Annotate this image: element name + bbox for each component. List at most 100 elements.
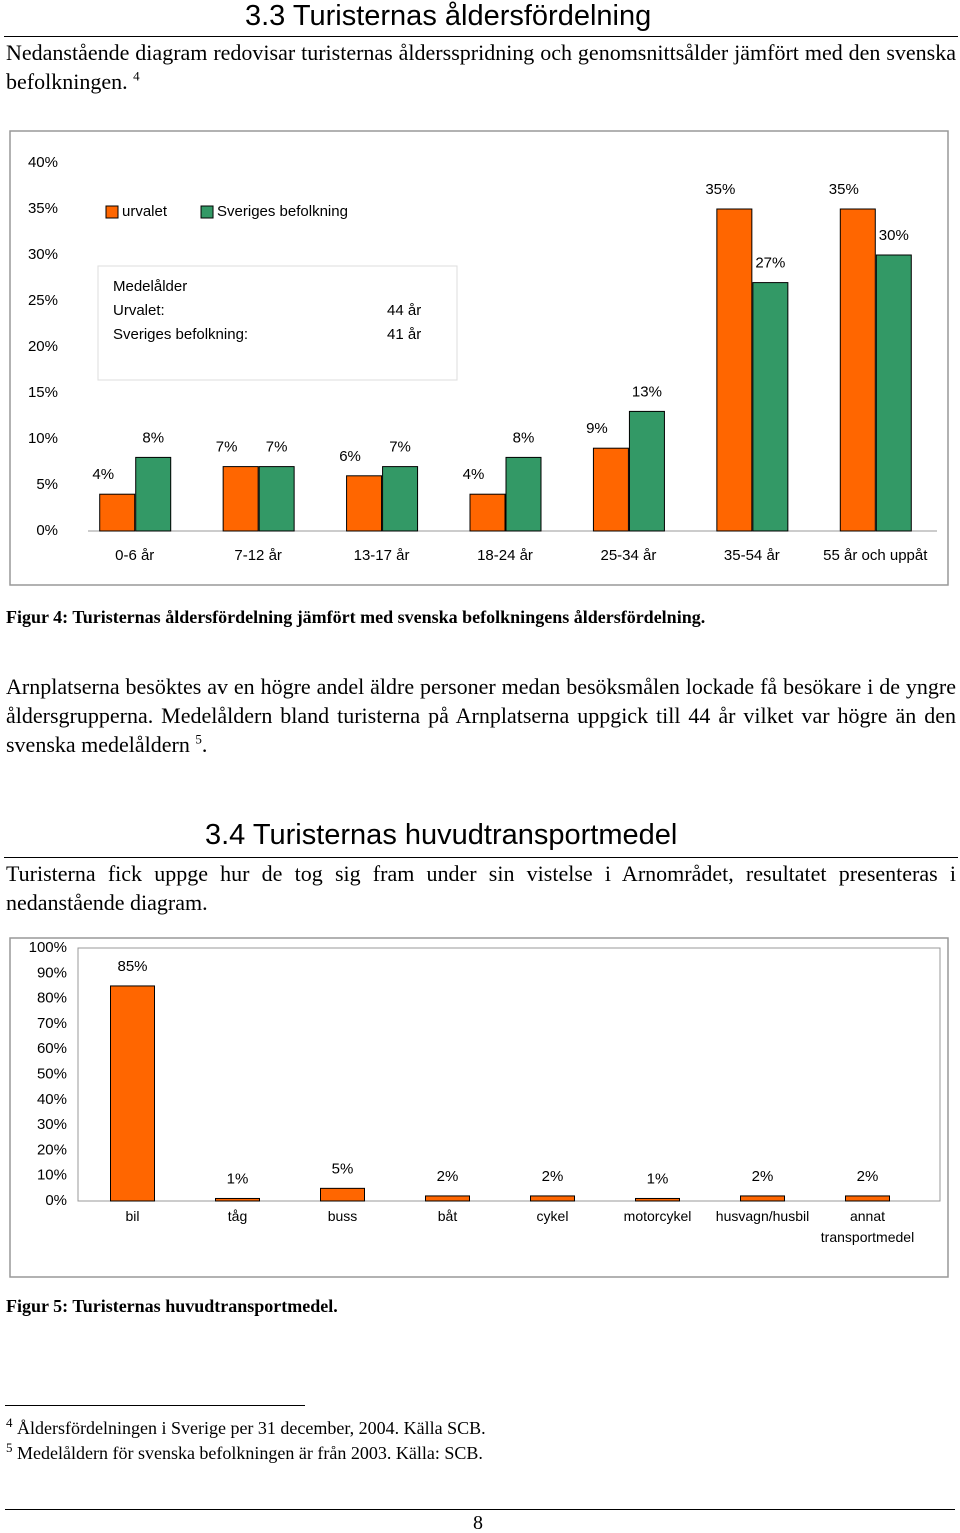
x-tick-label: buss [327, 1208, 358, 1224]
x-tick-label: 18-24 år [477, 547, 533, 564]
legend-label: Sveriges befolkning [217, 203, 348, 220]
y-tick-label: 0% [45, 1192, 67, 1209]
data-label: 35% [705, 181, 735, 198]
x-tick-label: 35-54 år [724, 547, 780, 564]
heading: 3.4 Turisternas huvudtransportmedel [205, 819, 678, 851]
footnote-rule [5, 1405, 305, 1406]
data-label: 13% [632, 383, 662, 400]
data-label: 2% [437, 1168, 459, 1185]
bar [469, 493, 506, 532]
bar [740, 1195, 785, 1202]
x-tick-label: tåg [227, 1208, 248, 1224]
data-label: 27% [755, 255, 785, 272]
annotation-value: 44 år [387, 302, 421, 319]
bar [215, 1197, 260, 1202]
bar [320, 1187, 365, 1202]
data-label: 9% [586, 420, 608, 437]
y-tick-label: 5% [36, 476, 58, 493]
annotation-label: Urvalet: [113, 302, 165, 319]
chart-frame [9, 937, 949, 1278]
paragraph: Turisterna fick uppge hur de tog sig fra… [6, 861, 956, 915]
data-label: 2% [542, 1168, 564, 1185]
y-tick-label: 70% [37, 1015, 67, 1032]
page-number: 8 [473, 1512, 483, 1533]
data-label: 7% [389, 439, 411, 456]
x-tick-label: 0-6 år [115, 547, 154, 564]
footnote-text: Medelåldern för svenska befolkningen är … [17, 1443, 483, 1463]
data-label: 7% [216, 439, 238, 456]
x-tick-label: båt [437, 1208, 458, 1224]
bar [425, 1195, 470, 1202]
footnote-number: 5 [6, 1440, 13, 1455]
heading: 3.3 Turisternas åldersfördelning [245, 0, 652, 32]
bar [505, 456, 542, 532]
x-tick-label: 7-12 år [234, 547, 282, 564]
x-tick-label: 55 år och uppåt [823, 547, 928, 564]
paragraph: Arnplatserna besöktes av en högre andel … [6, 672, 956, 759]
footer-rule [5, 1509, 955, 1510]
footnote: 4 Åldersfördelningen i Sverige per 31 de… [6, 1415, 486, 1439]
data-label: 35% [829, 181, 859, 198]
heading-rule [4, 857, 958, 858]
y-tick-label: 10% [37, 1167, 67, 1184]
bar [382, 466, 419, 532]
data-label: 8% [142, 429, 164, 446]
y-tick-label: 35% [28, 200, 58, 217]
x-tick-label: 13-17 år [354, 547, 410, 564]
y-tick-label: 100% [29, 939, 67, 956]
footnote-text: Åldersfördelningen i Sverige per 31 dece… [17, 1418, 486, 1438]
x-tick-label: bil [125, 1208, 140, 1224]
data-label: 4% [463, 466, 485, 483]
bar [635, 1197, 680, 1202]
data-label: 8% [513, 429, 535, 446]
data-label: 4% [92, 466, 114, 483]
plot-area [77, 947, 941, 1202]
data-label: 1% [647, 1170, 669, 1187]
footnote-ref: 5 [195, 731, 202, 747]
paragraph-text: Nedanstående diagram redovisar turistern… [6, 40, 956, 94]
y-tick-label: 40% [28, 154, 58, 171]
bar [346, 475, 383, 532]
x-tick-label: cykel [536, 1208, 569, 1224]
bar [875, 254, 912, 532]
annotation-value: 41 år [387, 326, 421, 343]
y-tick-label: 10% [28, 430, 58, 447]
heading-rule [4, 36, 958, 37]
annotation-box [97, 265, 458, 381]
bar [222, 466, 259, 532]
y-tick-label: 30% [28, 246, 58, 263]
y-tick-label: 0% [36, 522, 58, 539]
x-tick-label: annat transportmedel [820, 1208, 915, 1245]
y-tick-label: 50% [37, 1065, 67, 1082]
bar [110, 985, 155, 1202]
y-tick-label: 80% [37, 990, 67, 1007]
data-label: 7% [266, 439, 288, 456]
x-tick-label: husvagn/husbil [715, 1208, 810, 1224]
y-tick-label: 20% [37, 1141, 67, 1158]
bar [845, 1195, 890, 1202]
y-tick-label: 30% [37, 1116, 67, 1133]
y-tick-label: 40% [37, 1091, 67, 1108]
data-label: 30% [879, 227, 909, 244]
bar [592, 447, 629, 532]
data-label: 85% [117, 958, 147, 975]
y-tick-label: 60% [37, 1040, 67, 1057]
data-label: 2% [752, 1168, 774, 1185]
y-tick-label: 25% [28, 292, 58, 309]
bar [716, 208, 753, 532]
footnote-ref: 4 [133, 68, 140, 84]
y-tick-label: 90% [37, 964, 67, 981]
x-tick-label: motorcykel [623, 1208, 692, 1224]
footnote: 5 Medelåldern för svenska befolkningen ä… [6, 1440, 483, 1464]
paragraph-end: . [201, 732, 208, 757]
data-label: 5% [332, 1160, 354, 1177]
bar [839, 208, 876, 532]
legend-swatch [105, 205, 119, 219]
bar [258, 466, 295, 532]
y-tick-label: 15% [28, 384, 58, 401]
bar [752, 282, 789, 532]
y-tick-label: 20% [28, 338, 58, 355]
footnote-number: 4 [6, 1415, 13, 1430]
